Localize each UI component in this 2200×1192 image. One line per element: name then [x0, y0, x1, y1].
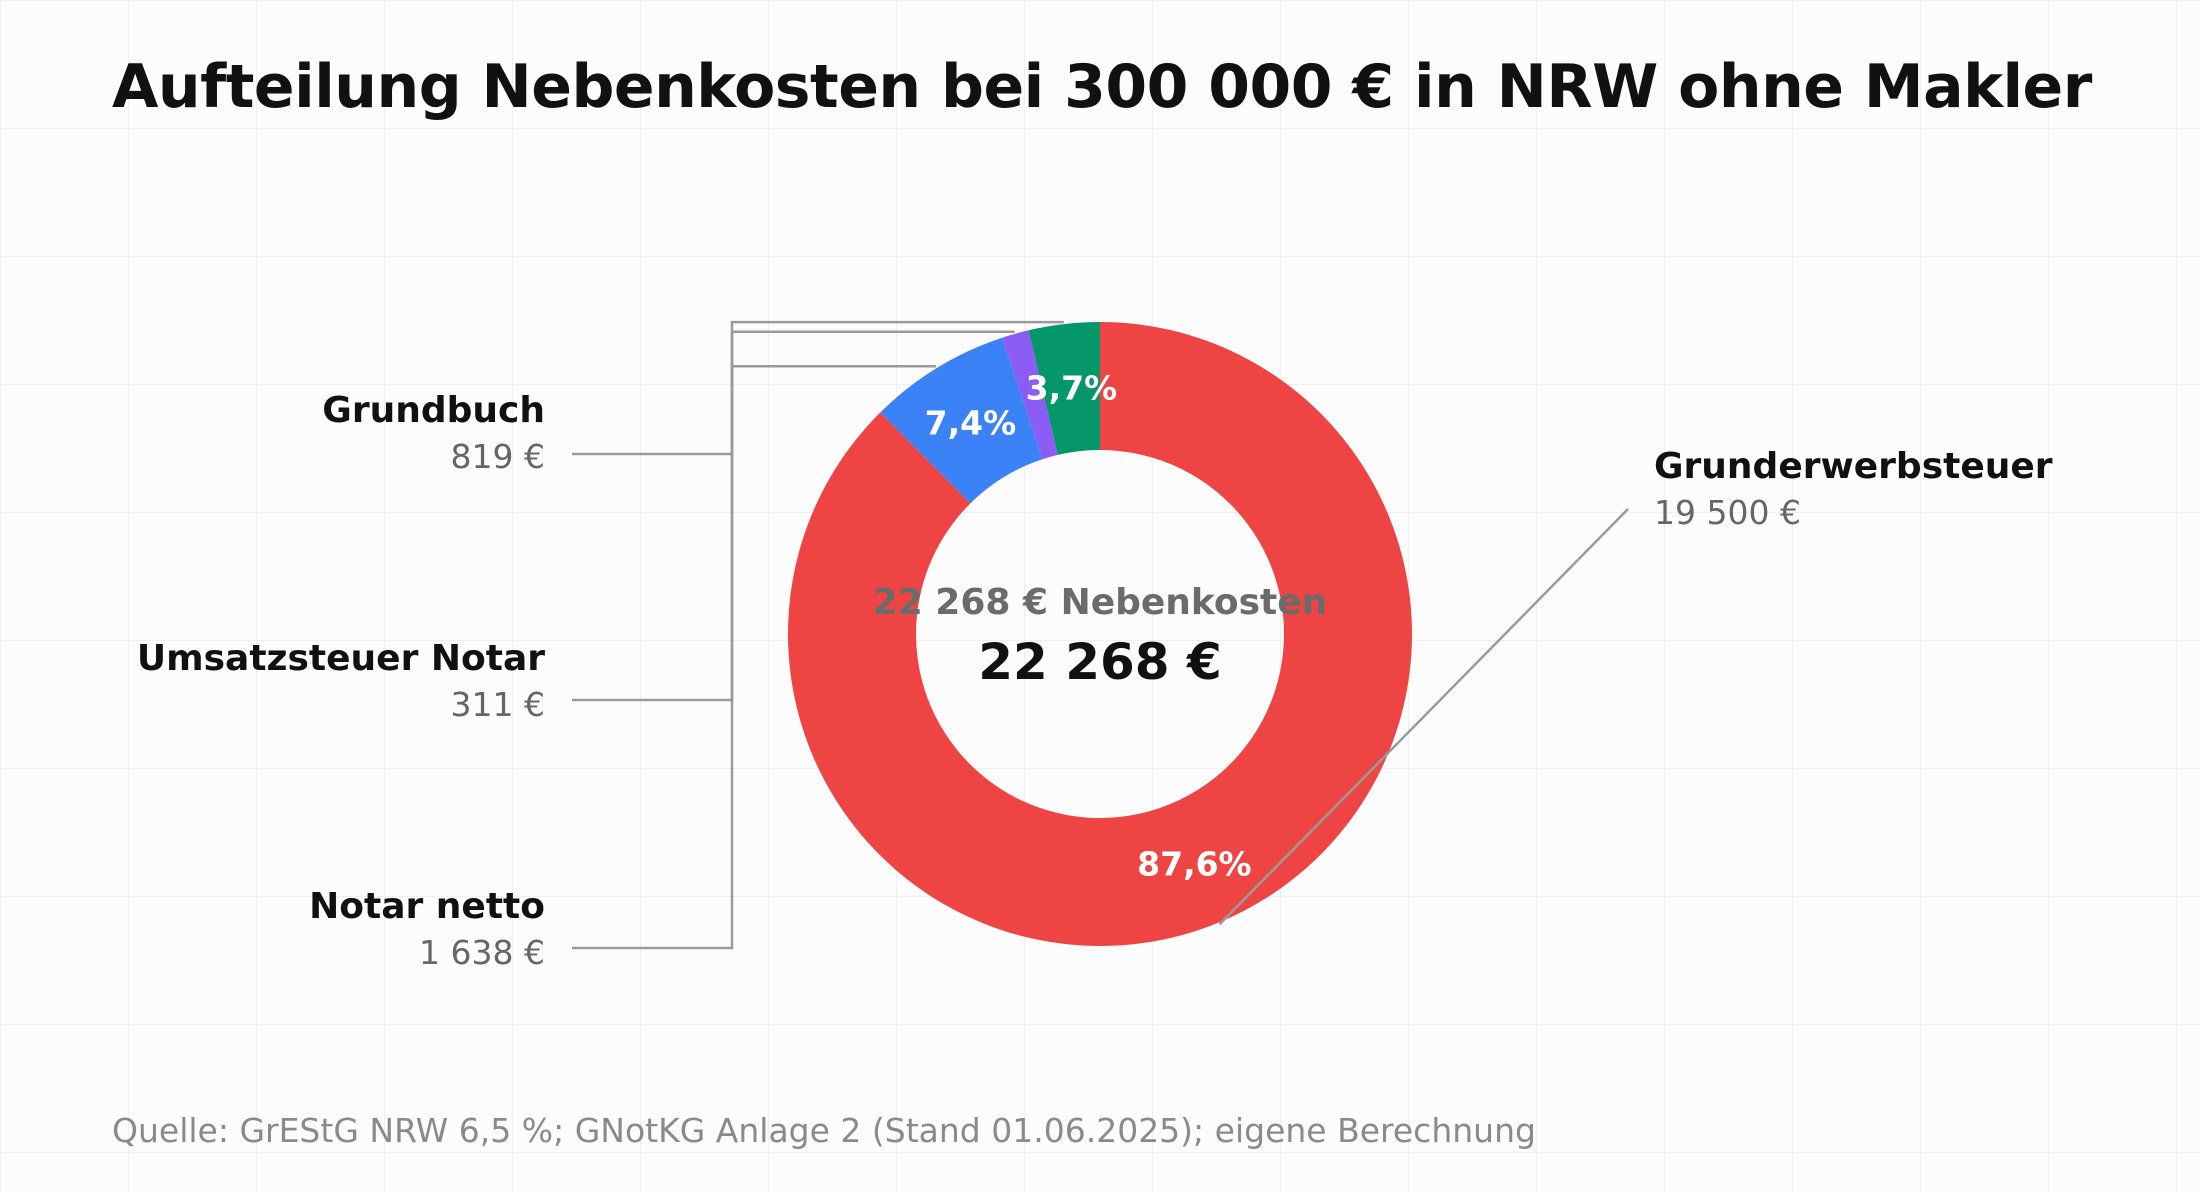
chart-title: Aufteilung Nebenkosten bei 300 000 € in … — [112, 52, 2092, 122]
pct-label-grunderwerbsteuer: 87,6% — [1137, 844, 1252, 883]
label-value-grundbuch: 819 € — [450, 437, 545, 476]
label-name-notar-netto: Notar netto — [309, 886, 545, 927]
slice-notar-netto — [880, 337, 1043, 504]
source-note: Quelle: GrEStG NRW 6,5 %; GNotKG Anlage … — [112, 1111, 1536, 1150]
label-name-grundbuch: Grundbuch — [322, 390, 545, 431]
slice-grundbuch — [1028, 322, 1100, 455]
leader-line-grunderwerbsteuer — [1218, 508, 1629, 926]
label-value-umsatzsteuer-notar: 311 € — [450, 685, 545, 724]
center-subtitle: 22 268 € Nebenkosten — [873, 582, 1328, 623]
slice-umsatzsteuer-notar — [1002, 330, 1058, 460]
label-name-grunderwerbsteuer: Grunderwerbsteuer — [1654, 446, 2053, 487]
center-total: 22 268 € — [978, 633, 1222, 691]
slice-grunderwerbsteuer — [788, 322, 1413, 946]
pct-label-grundbuch: 3,7% — [1026, 369, 1118, 408]
label-name-umsatzsteuer-notar: Umsatzsteuer Notar — [136, 638, 545, 679]
pct-label-notar-netto: 7,4% — [925, 404, 1017, 443]
label-value-grunderwerbsteuer: 19 500 € — [1654, 493, 1801, 532]
leader-line-notar-netto — [572, 365, 936, 950]
label-value-notar-netto: 1 638 € — [419, 933, 545, 972]
